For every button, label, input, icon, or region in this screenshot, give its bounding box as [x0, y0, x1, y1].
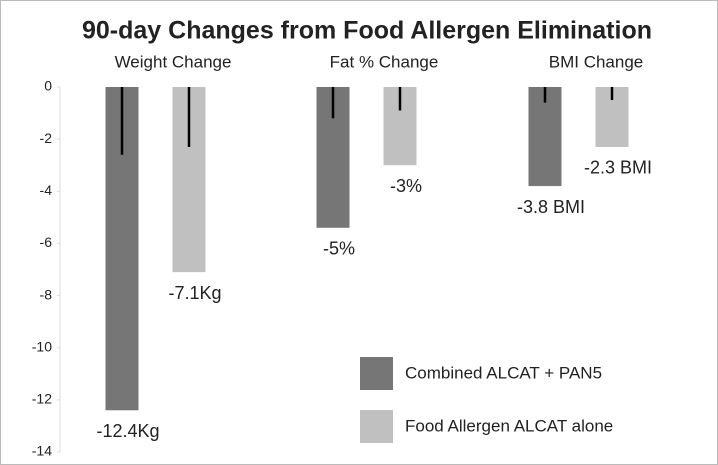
y-tick-label: -10 — [32, 338, 52, 354]
data-label: -3.8 BMI — [517, 197, 585, 217]
legend-label: Combined ALCAT + PAN5 — [405, 363, 602, 382]
legend-swatch — [360, 410, 393, 443]
category-label: Weight Change — [115, 52, 232, 71]
y-tick-label: -8 — [40, 286, 53, 302]
y-tick-label: -6 — [40, 234, 53, 250]
legend-swatch — [360, 357, 393, 390]
y-tick-label: 0 — [44, 78, 52, 94]
category-label: BMI Change — [549, 52, 644, 71]
chart-title: 90-day Changes from Food Allergen Elimin… — [82, 17, 652, 45]
data-label: -3% — [390, 176, 422, 196]
y-tick-label: -2 — [40, 130, 53, 146]
bar — [528, 87, 562, 187]
data-label: -7.1Kg — [168, 283, 221, 303]
legend-label: Food Allergen ALCAT alone — [405, 416, 613, 435]
y-tick-label: -12 — [32, 391, 52, 407]
category-label: Fat % Change — [330, 52, 439, 71]
y-tick-label: -14 — [32, 443, 52, 459]
data-label: -5% — [323, 239, 355, 259]
data-label: -12.4Kg — [96, 421, 159, 441]
data-label: -2.3 BMI — [584, 158, 652, 178]
y-tick-label: -4 — [40, 182, 53, 198]
